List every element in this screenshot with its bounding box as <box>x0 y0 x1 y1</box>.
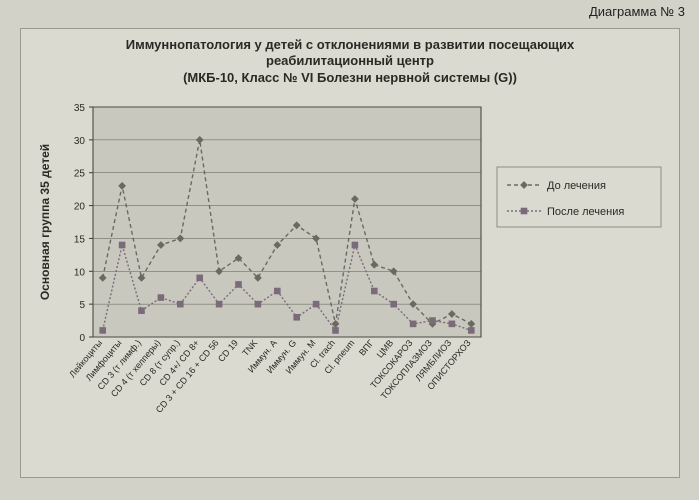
title-line-3: (МКБ-10, Класс № VI Болезни нервной сист… <box>45 70 655 86</box>
svg-text:Основная группа 35 детей: Основная группа 35 детей <box>38 144 52 300</box>
title-line-1: Иммуннопатология у детей с отклонениями … <box>45 37 655 53</box>
svg-text:После лечения: После лечения <box>547 206 624 218</box>
title-line-2: реабилитационный центр <box>45 53 655 69</box>
svg-text:CD 19: CD 19 <box>216 338 240 364</box>
svg-text:5: 5 <box>79 300 85 311</box>
diagram-number: Диаграмма № 3 <box>589 4 685 19</box>
chart-title: Иммуннопатология у детей с отклонениями … <box>21 29 679 88</box>
page: Диаграмма № 3 Иммуннопатология у детей с… <box>0 0 699 500</box>
svg-text:0: 0 <box>79 333 85 344</box>
svg-text:25: 25 <box>74 169 86 180</box>
svg-text:ВПГ: ВПГ <box>357 338 376 358</box>
svg-text:20: 20 <box>74 202 86 213</box>
chart-svg: 05101520253035ЛейкоцитыЛимфоцитыCD 3 (т … <box>31 99 671 469</box>
svg-text:15: 15 <box>74 234 86 245</box>
svg-text:35: 35 <box>74 103 86 114</box>
chart-card: Иммуннопатология у детей с отклонениями … <box>20 28 680 478</box>
svg-text:До лечения: До лечения <box>547 180 606 192</box>
plot-area: 05101520253035ЛейкоцитыЛимфоцитыCD 3 (т … <box>31 99 671 469</box>
svg-text:10: 10 <box>74 267 86 278</box>
svg-text:30: 30 <box>74 136 86 147</box>
